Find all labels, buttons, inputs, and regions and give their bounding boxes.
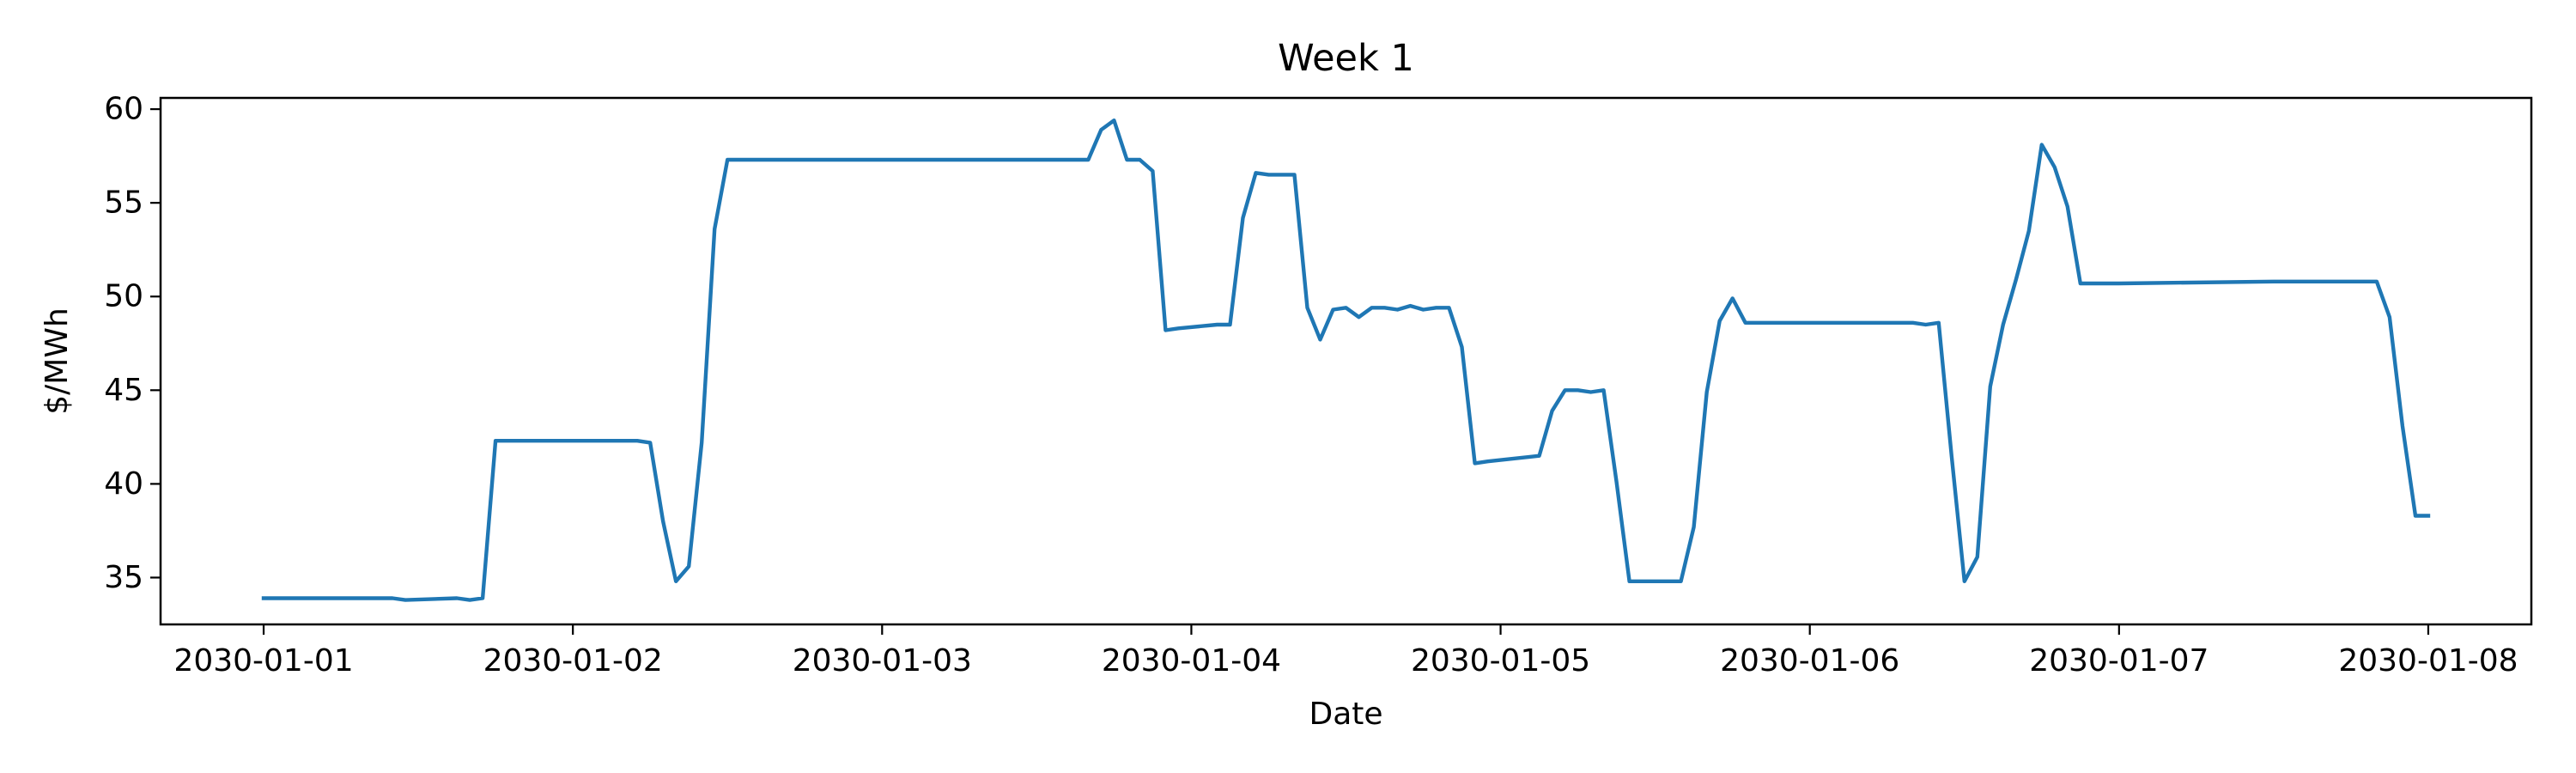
y-tick-label: 45	[104, 373, 143, 408]
y-tick-label: 40	[104, 466, 143, 502]
x-tick-label: 2030-01-02	[483, 643, 663, 679]
x-tick-label: 2030-01-07	[2029, 643, 2208, 679]
price-series-line	[261, 119, 2431, 602]
x-tick-label: 2030-01-05	[1411, 643, 1590, 679]
x-tick-label: 2030-01-03	[793, 643, 972, 679]
x-tick-label: 2030-01-01	[173, 643, 353, 679]
y-axis-label: $/MWh	[39, 307, 75, 415]
plot-area-frame	[159, 96, 2533, 626]
x-tick-label: 2030-01-08	[2338, 643, 2518, 679]
y-tick-label: 55	[104, 186, 143, 221]
x-tick-label: 2030-01-06	[1720, 643, 1899, 679]
x-axis: 2030-01-01 2030-01-02 2030-01-03 2030-01-04…	[173, 624, 2518, 679]
y-tick-label: 60	[104, 92, 143, 127]
x-tick-label: 2030-01-04	[1102, 643, 1281, 679]
x-axis-label: Date	[1309, 697, 1382, 732]
chart-title: Week 1	[1278, 37, 1414, 80]
y-tick-label: 50	[104, 279, 143, 314]
y-axis: 35 40 45 50 55 60	[104, 92, 161, 595]
y-tick-label: 35	[104, 560, 143, 595]
